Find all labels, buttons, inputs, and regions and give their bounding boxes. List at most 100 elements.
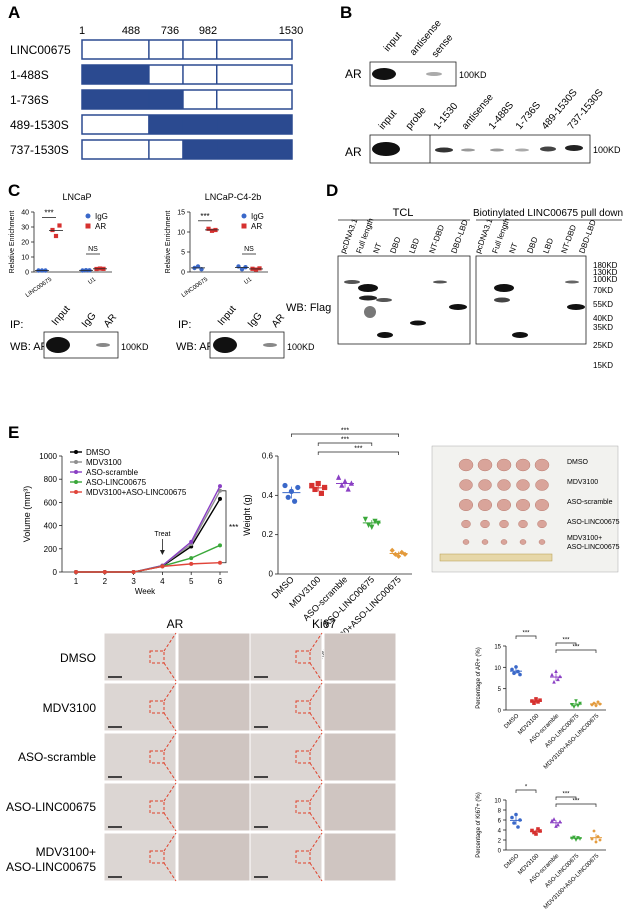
ihc-image-high-mag [323,782,397,832]
group-pulldown: Biotinylated LINC00675 pull down [473,208,623,219]
ihc-image-low-mag [103,682,177,732]
rip2-lane-input: Input [216,304,239,328]
series-line [76,485,221,573]
sig-label: *** [562,792,570,798]
series-point [218,496,222,501]
data-point [592,701,596,705]
data-point [345,486,351,492]
y-tick-label: 0 [25,270,29,277]
x-tick-label: 6 [218,577,223,586]
data-point [550,672,554,677]
data-point [514,665,518,669]
ihc-image-low-mag [103,782,177,832]
sig-bracket [555,796,577,800]
size-marker: 55KD [593,300,613,309]
panel-a-letter: A [8,3,20,22]
treat-arrowhead [159,550,165,555]
chart-ylabel: Weight (g) [242,494,252,535]
data-point [339,482,345,488]
zoom-box [295,650,311,664]
data-point [590,703,594,707]
size-marker: 25KD [593,341,613,350]
zoom-line [309,812,323,832]
ihc-image-high-mag [323,632,397,682]
y-tick-label: 4 [498,829,502,835]
wb-band [565,280,579,284]
legend-label: ASO-scramble [86,468,139,477]
y-tick-label: 10 [494,666,501,672]
legend-label: IgG [95,212,108,221]
data-point [53,233,59,239]
wb-flag-label: WB: Flag [286,302,331,314]
sig-label: *** [341,428,349,435]
size-marker: 130KD [593,268,618,277]
series-line [76,562,221,573]
data-point [518,818,522,822]
data-point [362,516,368,523]
row-label-ar: AR [345,67,362,81]
legend-marker [74,490,78,494]
zoom-line [309,732,323,752]
photo-label-mdv3100: MDV3100 [567,479,598,486]
ihc-image-low-mag [249,832,323,882]
zoom-line [309,682,323,702]
data-point [288,488,294,494]
y-tick-label: 20 [21,240,29,247]
legend-marker [74,460,78,464]
tcl-lane-label: DBD-LBD [449,218,470,254]
series-point [189,561,194,566]
construct-fill [183,140,292,159]
zoom-box [149,650,165,664]
construct-outline [81,89,293,110]
tumor [477,458,493,472]
sig-label: *** [229,523,238,532]
rip1-band-ar [96,343,110,347]
data-point [396,553,402,559]
ihc-image-high-mag [177,832,251,882]
series-point [102,570,107,574]
panel-a: A 1 488 736 982 1530 LINC00675 1-488S 1-73… [8,3,303,160]
legend-marker [74,480,78,484]
data-point [389,547,395,553]
ihc-image-high-mag [177,632,251,682]
series-point [74,570,78,574]
pulldown-lane-label: LBD [541,237,555,255]
series-point [218,543,222,548]
data-point [590,837,594,841]
marker-100kd-top: 100KD [459,70,487,80]
data-point [574,699,578,704]
photo-label-dmso: DMSO [567,459,589,466]
legend-marker [241,213,247,219]
data-point [596,700,600,704]
tcl-lane-label: LBD [407,237,421,255]
x-tick-label: U1 [87,276,97,286]
series-point [189,556,194,561]
data-point [318,490,324,496]
series-point [218,488,222,493]
tumor-volume-chart: Volume (mm³) 0 200 400 600 800 1000 1 2 3 4 5 6 Week D… [22,448,238,596]
panel-b-letter: B [340,3,352,22]
tumor [480,519,490,529]
y-tick-label: 15 [494,645,501,651]
data-point [550,818,554,823]
wb-bands [344,280,585,338]
x-tick-label: DMSO [503,853,520,870]
legend-label: DMSO [86,448,110,457]
ihc-header-ar: AR [167,617,184,631]
construct-label: LINC00675 [10,43,71,57]
sig-bracket [555,649,597,653]
tumor [458,498,474,512]
tumor [477,498,493,512]
tumor [515,498,531,512]
ihc-header-ki67: Ki67 [312,617,336,631]
band-b-737-1530s [565,145,583,151]
ihc-row-combo-2: ASO-LINC00675 [6,860,96,874]
zoom-line [163,632,177,652]
ihc-image-low-mag [249,782,323,832]
wb-band [377,332,393,338]
construct-bars: LINC00675 1-488S 1-736S 489-1530S 737-1530S [10,39,293,160]
y-tick-label: 400 [44,522,58,531]
ihc-image-high-mag [323,832,397,882]
photo-label-aso-scramble: ASO-scramble [567,499,613,506]
